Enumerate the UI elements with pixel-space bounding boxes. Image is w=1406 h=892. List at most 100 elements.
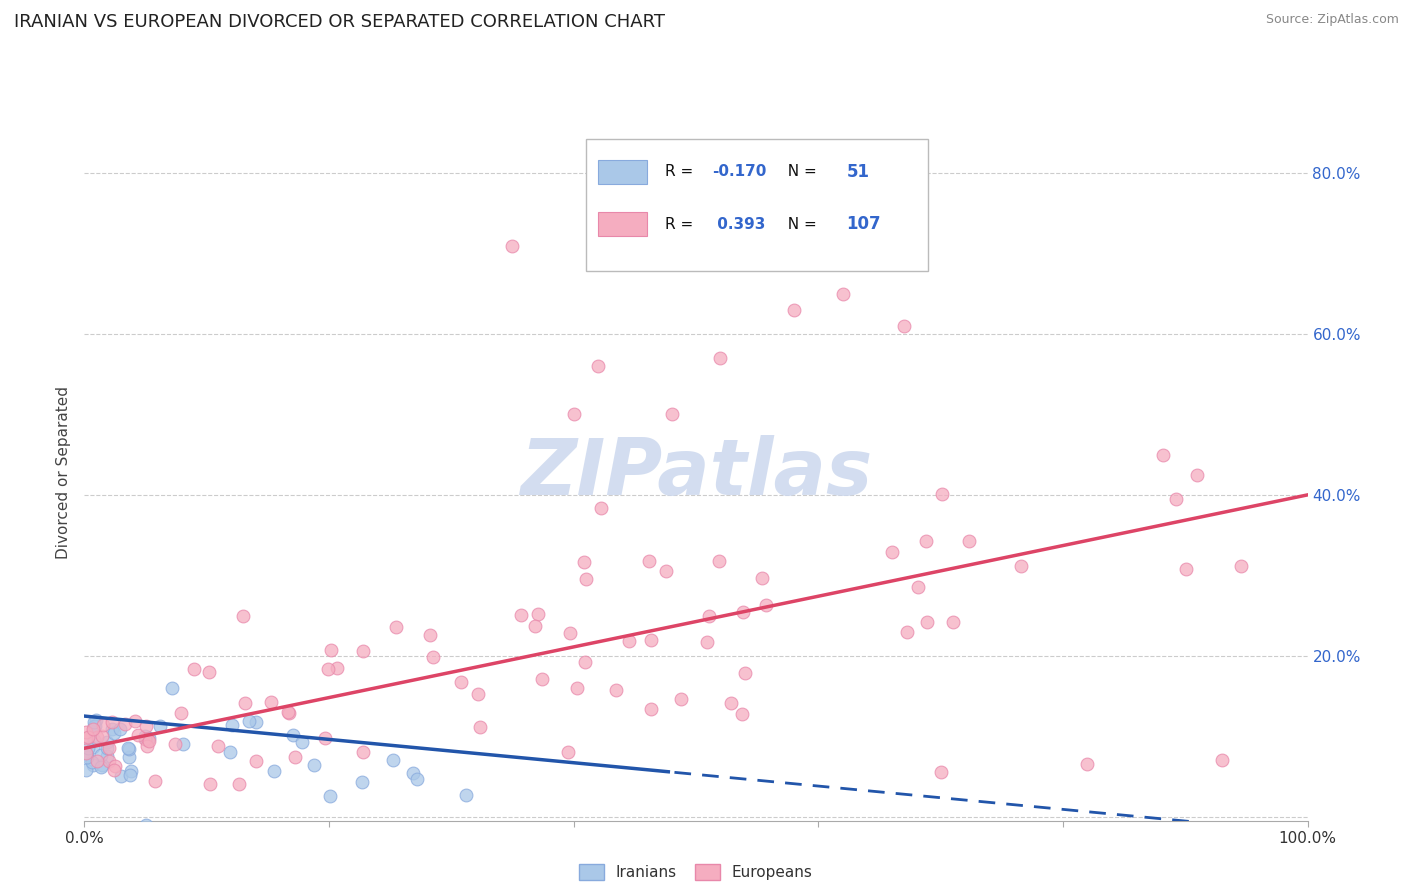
Point xyxy=(117,741,139,756)
Point xyxy=(696,635,718,649)
Point xyxy=(260,695,283,709)
Point xyxy=(90,729,112,743)
Point xyxy=(75,731,97,745)
Point xyxy=(454,788,477,802)
Point xyxy=(135,719,157,733)
Point xyxy=(238,714,260,728)
Text: 107: 107 xyxy=(846,215,882,233)
Point xyxy=(589,500,612,515)
Point xyxy=(76,747,98,762)
Point xyxy=(101,722,124,736)
Point xyxy=(661,408,683,422)
Text: -0.170: -0.170 xyxy=(711,164,766,179)
Point xyxy=(402,766,425,780)
Point xyxy=(734,666,756,681)
Point xyxy=(198,665,221,679)
Point xyxy=(108,722,131,736)
Point xyxy=(929,765,952,780)
Point xyxy=(572,555,595,569)
Point xyxy=(640,632,662,647)
Point xyxy=(149,719,172,733)
Point xyxy=(914,534,936,549)
Point xyxy=(221,718,243,732)
Point xyxy=(165,737,187,751)
Point xyxy=(120,767,142,781)
Point xyxy=(1164,491,1187,506)
Point xyxy=(640,702,662,716)
Y-axis label: Divorced or Separated: Divorced or Separated xyxy=(56,386,72,559)
Point xyxy=(1211,753,1233,767)
Point xyxy=(468,720,491,734)
Point xyxy=(302,758,325,772)
Point xyxy=(731,605,754,619)
Point xyxy=(82,740,104,755)
Point xyxy=(124,714,146,728)
Point xyxy=(558,625,581,640)
Point xyxy=(245,754,267,768)
Point xyxy=(325,661,347,675)
Point xyxy=(277,706,299,720)
Point xyxy=(198,777,221,791)
Point xyxy=(314,731,336,745)
Point xyxy=(709,351,731,366)
Point xyxy=(103,763,125,777)
Point xyxy=(755,598,778,612)
Point xyxy=(120,764,142,779)
Point xyxy=(907,581,929,595)
Point xyxy=(114,716,136,731)
Point xyxy=(218,746,240,760)
Point xyxy=(318,662,340,676)
Point xyxy=(422,650,444,665)
Point xyxy=(83,719,105,733)
Legend: Iranians, Europeans: Iranians, Europeans xyxy=(574,858,818,886)
Point xyxy=(80,755,103,769)
FancyBboxPatch shape xyxy=(598,212,647,236)
Point xyxy=(440,830,463,844)
Point xyxy=(731,707,754,722)
Point xyxy=(138,731,160,746)
Point xyxy=(82,757,104,772)
Point xyxy=(915,615,938,629)
Point xyxy=(245,715,267,730)
Point xyxy=(350,775,373,789)
Point xyxy=(1229,559,1251,574)
Point xyxy=(707,554,730,568)
Point xyxy=(75,725,97,739)
Point xyxy=(419,628,441,642)
Point xyxy=(467,687,489,701)
Text: N =: N = xyxy=(778,217,821,232)
Point xyxy=(76,749,98,764)
Point xyxy=(352,643,374,657)
Point xyxy=(751,571,773,585)
Point xyxy=(77,730,100,744)
Point xyxy=(931,486,953,500)
Point xyxy=(530,672,553,686)
Point xyxy=(84,713,107,727)
Point xyxy=(118,742,141,756)
Point xyxy=(605,683,627,698)
Point xyxy=(637,554,659,568)
Point xyxy=(557,745,579,759)
Point xyxy=(697,609,720,624)
Point xyxy=(291,735,314,749)
Point xyxy=(1010,559,1032,574)
Text: N =: N = xyxy=(778,164,821,179)
Text: Source: ZipAtlas.com: Source: ZipAtlas.com xyxy=(1265,13,1399,27)
Point xyxy=(882,545,904,559)
Point xyxy=(135,731,157,746)
Point xyxy=(574,655,596,669)
Point xyxy=(228,777,250,791)
Point xyxy=(138,732,160,747)
Point xyxy=(321,642,343,657)
Point xyxy=(96,741,118,756)
Point xyxy=(319,789,342,804)
Point xyxy=(96,734,118,748)
Point xyxy=(82,722,104,736)
Point xyxy=(1185,467,1208,482)
Point xyxy=(957,533,980,548)
FancyBboxPatch shape xyxy=(598,160,647,184)
Point xyxy=(127,728,149,742)
Point xyxy=(896,624,918,639)
Point xyxy=(90,760,112,774)
Point xyxy=(172,737,194,751)
